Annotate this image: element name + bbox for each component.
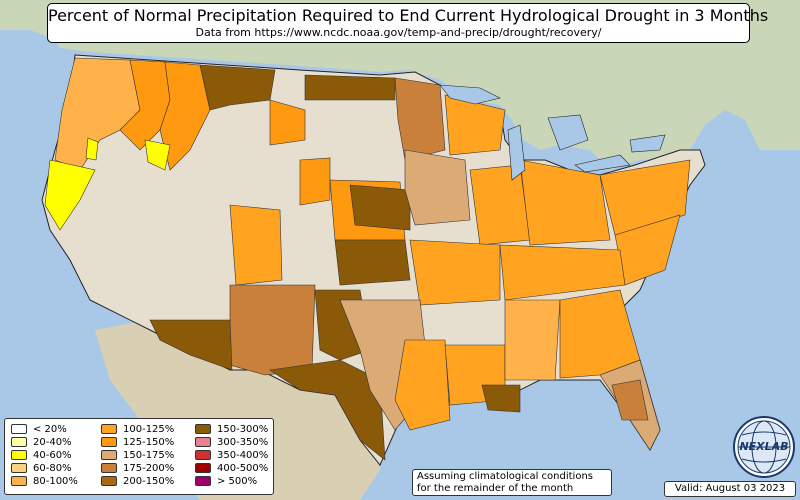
legend-item: 175-200% [101,462,174,474]
region-texas-e [394,339,451,431]
region-wyoming [269,99,306,146]
legend-item: 125-150% [101,436,174,448]
legend-item: < 20% [11,423,67,435]
region-oregon-spot [85,137,99,161]
lake-huron [547,114,589,151]
note-line-2: for the remainder of the month [417,483,574,494]
lake-michigan [507,124,526,181]
legend-swatch [101,476,117,486]
legend-item: 20-40% [11,436,72,448]
region-indiana-ohio [519,159,611,246]
legend-item: 150-175% [101,449,174,461]
legend-item: 80-100% [11,475,78,487]
region-iowa [404,149,471,226]
assumption-note: Assuming climatological conditions for t… [412,469,612,496]
chart-subtitle: Data from https://www.ncdc.noaa.gov/temp… [195,26,602,39]
legend: < 20% 20-40% 40-60% 60-80% 80-100% 100-1… [4,418,274,495]
legend-item: 300-350% [195,436,268,448]
legend-label: 125-150% [123,436,175,448]
legend-label: 100-125% [123,423,175,435]
region-arizona-s [149,319,233,371]
region-california-n [44,159,96,231]
chart-title: Percent of Normal Precipitation Required… [48,6,769,25]
legend-swatch [195,463,211,473]
legend-label: < 20% [33,423,67,435]
region-nebraska-ks [349,184,411,231]
legend-swatch [195,450,211,460]
lake-superior [439,84,501,105]
region-missouri [409,239,501,306]
region-co-n [299,157,331,206]
legend-swatch [11,424,27,434]
legend-label: 40-60% [33,449,72,461]
region-wisconsin [444,94,506,156]
region-pa-ny [599,159,691,236]
legend-label: 60-80% [33,462,72,474]
legend-swatch [11,463,27,473]
region-montana-w [199,64,276,111]
legend-label: 150-175% [123,449,175,461]
legend-item: 150-300% [195,423,268,435]
legend-swatch [101,463,117,473]
lake-ontario [629,134,666,153]
title-box: Percent of Normal Precipitation Required… [47,3,769,43]
region-utah-co [229,204,283,286]
logo-text: NEXLAB [739,440,788,453]
region-tn-ky [499,244,626,301]
globe-icon: NEXLAB [733,416,795,478]
legend-item: 200-150% [101,475,174,487]
region-oklahoma [334,239,411,286]
region-texas-w [269,359,386,461]
region-la-coast [481,384,521,413]
region-nevada-spot [144,139,171,171]
legend-label: > 500% [217,475,258,487]
legend-swatch [195,476,211,486]
legend-item: 40-60% [11,449,72,461]
valid-date: Valid: August 03 2023 [664,481,796,497]
drought-regions [44,57,691,461]
legend-label: 300-350% [217,436,269,448]
region-illinois [469,164,531,246]
legend-label: 350-400% [217,449,269,461]
legend-label: 80-100% [33,475,78,487]
legend-swatch [11,450,27,460]
legend-item: 60-80% [11,462,72,474]
region-new-mexico [229,284,316,376]
legend-swatch [101,424,117,434]
legend-label: 400-500% [217,462,269,474]
legend-swatch [11,476,27,486]
legend-label: 200-150% [123,475,175,487]
legend-label: 150-300% [217,423,269,435]
legend-item: > 500% [195,475,257,487]
legend-swatch [195,437,211,447]
legend-swatch [11,437,27,447]
lake-erie [574,154,631,173]
legend-label: 20-40% [33,436,72,448]
note-line-1: Assuming climatological conditions [417,471,593,482]
legend-item: 100-125% [101,423,174,435]
legend-item: 400-500% [195,462,268,474]
great-lakes [439,84,666,181]
legend-swatch [195,424,211,434]
legend-label: 175-200% [123,462,175,474]
region-florida-n [611,379,649,421]
legend-swatch [101,437,117,447]
legend-swatch [101,450,117,460]
region-north-dakota [304,74,396,101]
legend-item: 350-400% [195,449,268,461]
region-mississippi [504,299,561,381]
